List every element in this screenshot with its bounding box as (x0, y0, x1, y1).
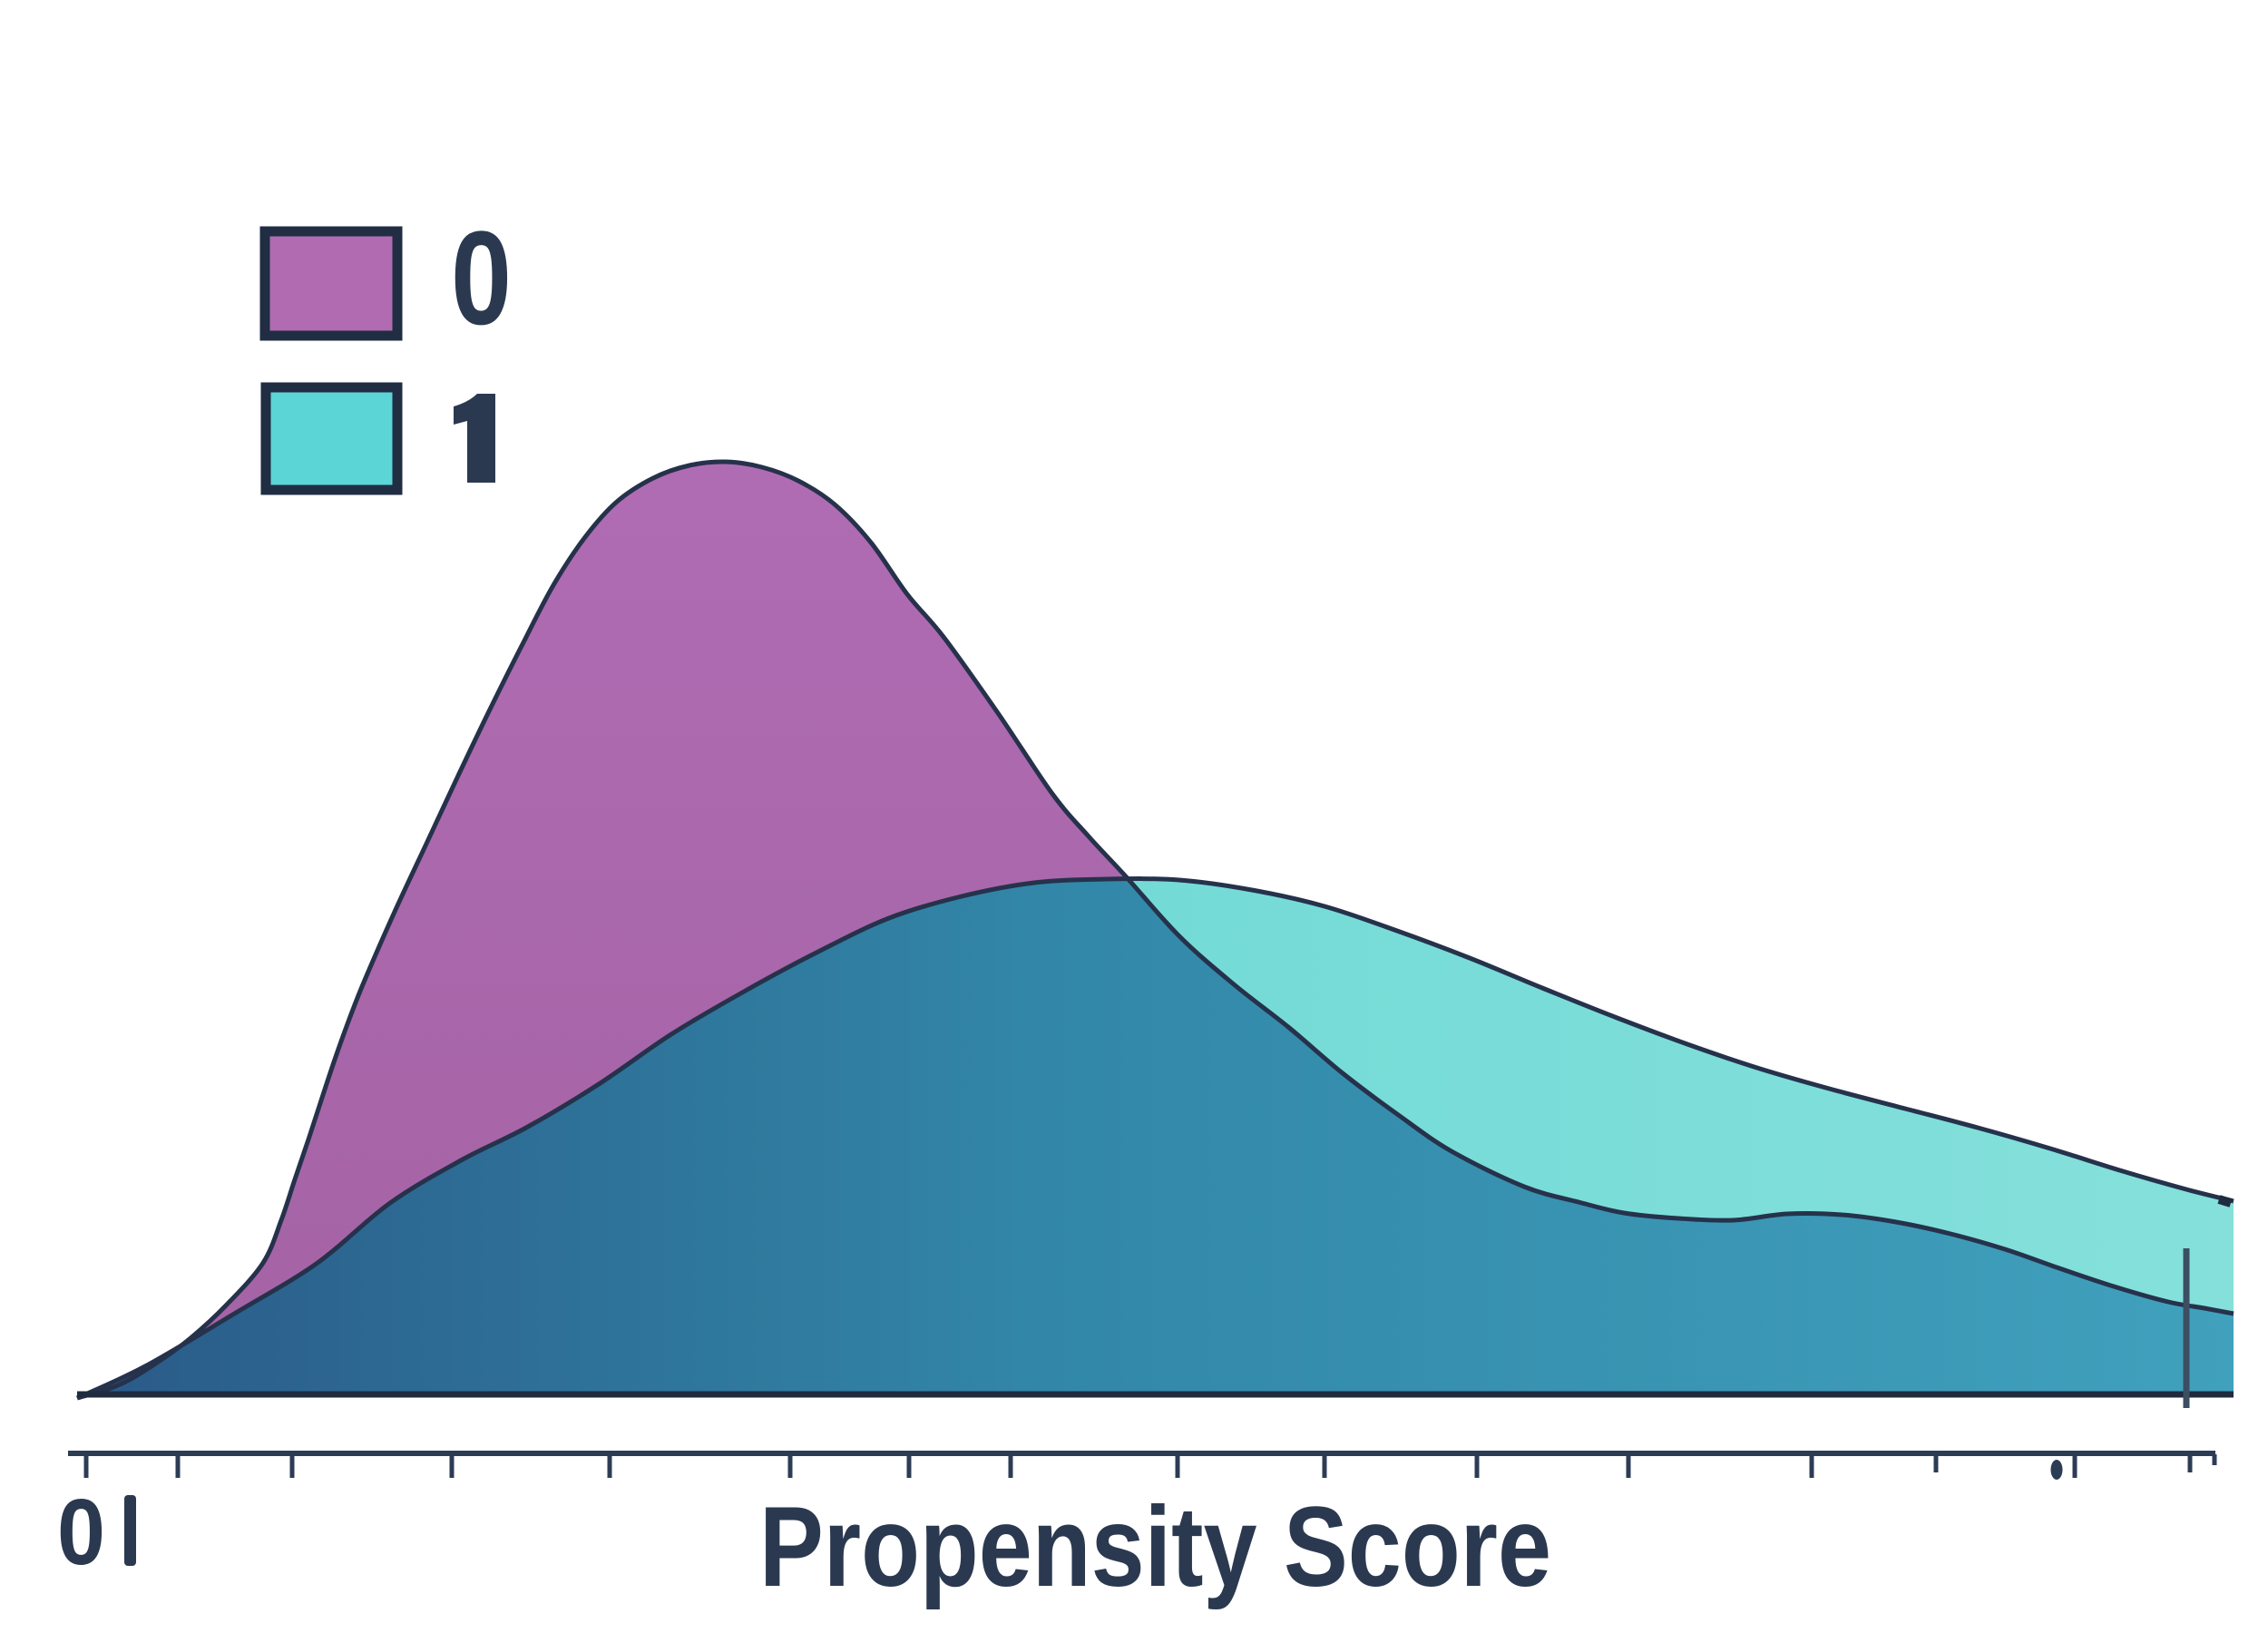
svg-text:0: 0 (451, 204, 512, 353)
svg-text:Propensity Score: Propensity Score (759, 1484, 1551, 1610)
svg-text:0: 0 (57, 1480, 105, 1584)
